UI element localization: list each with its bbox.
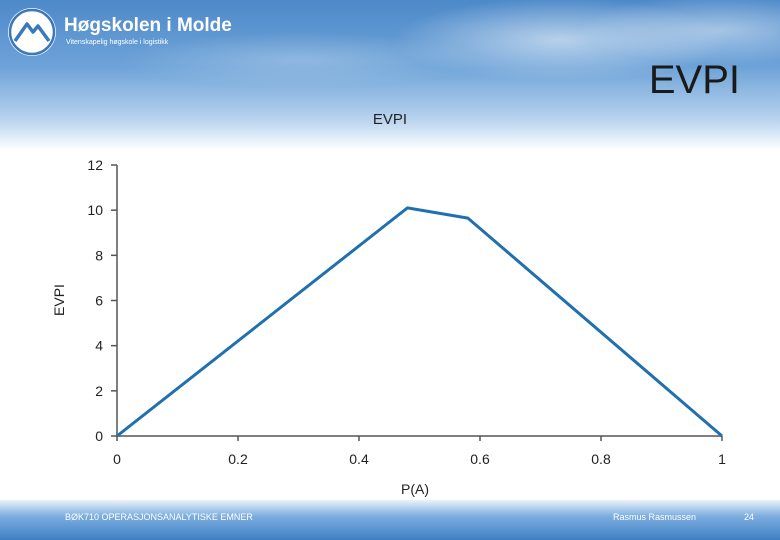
logo-name: Høgskolen i Molde [64,15,232,36]
x-tick-label: 0.6 [470,451,490,467]
x-axis-label: P(A) [401,481,429,497]
y-axis-label: EVPI [51,284,67,316]
y-tick-label: 6 [95,293,103,309]
y-tick-label: 4 [95,338,103,354]
y-axis-ticks: 0 2 4 6 8 10 12 [87,157,117,444]
x-tick-label: 1 [718,451,726,467]
x-tick-label: 0.2 [228,451,248,467]
header-background [0,0,780,150]
footer-author: Rasmus Rasmussen [613,512,697,522]
logo-tagline: Vitenskapelig høgskole i logistikk [66,39,169,46]
x-tick-label: 0.8 [591,451,611,467]
chart-title: EVPI [373,111,407,128]
x-axis-ticks: 0 0.2 0.4 0.6 0.8 1 [113,436,726,467]
evpi-series-line [116,206,723,438]
y-tick-label: 10 [87,202,103,218]
x-tick-label: 0 [113,451,121,467]
y-tick-label: 8 [95,247,103,263]
slide-title: EVPI [648,58,740,102]
x-tick-label: 0.4 [349,451,369,467]
footer-background [0,500,780,540]
y-tick-label: 12 [87,157,103,173]
y-tick-label: 2 [95,383,103,399]
logo-mountain-icon [8,8,56,56]
page-number: 24 [744,512,755,522]
footer-course: BØK710 OPERASJONSANALYTISKE EMNER [65,512,253,522]
y-tick-label: 0 [95,428,103,444]
